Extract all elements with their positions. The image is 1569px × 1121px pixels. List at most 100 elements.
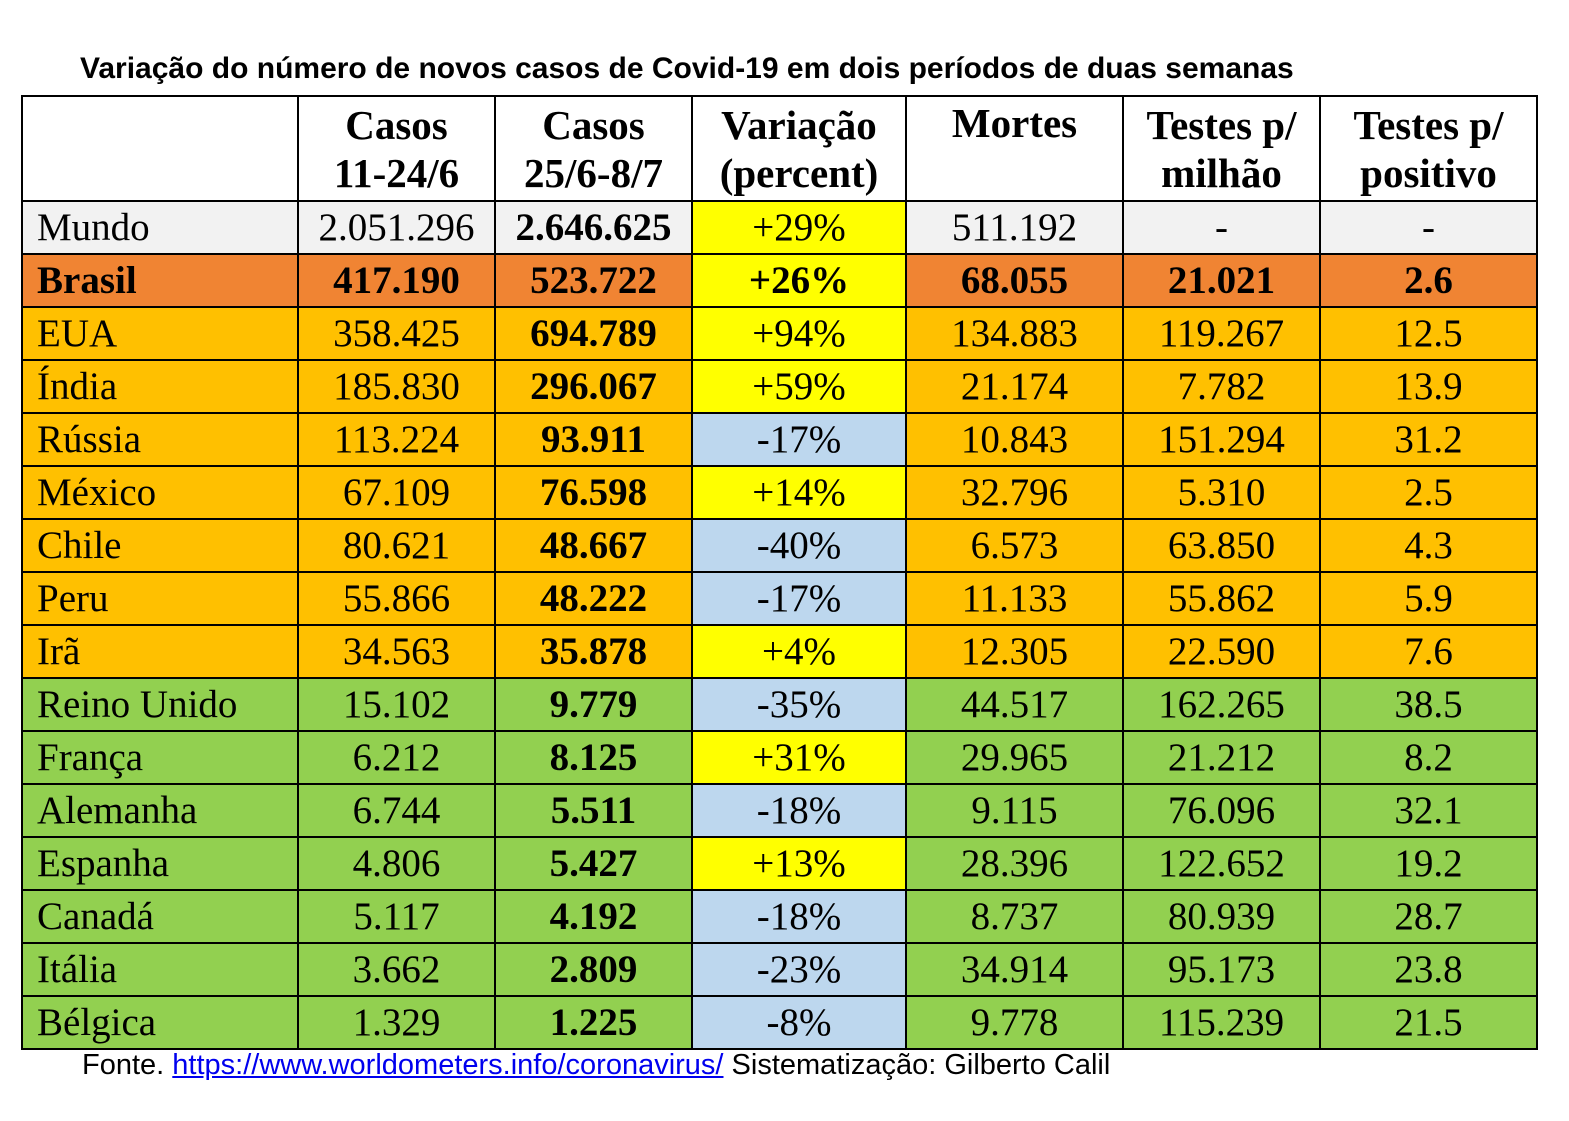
cell-cases-period-1: 185.830: [297, 359, 496, 414]
header-country: [21, 95, 299, 202]
cell-cases-period-1: 1.329: [297, 995, 496, 1050]
cell-deaths: 28.396: [905, 836, 1124, 891]
cell-variation: +4%: [691, 624, 907, 679]
cell-tests-per-positive: 2.5: [1319, 465, 1538, 520]
cell-deaths: 44.517: [905, 677, 1124, 732]
header-variation: Variação (percent): [691, 95, 907, 202]
cell-country: Espanha: [21, 836, 299, 891]
cell-cases-period-2: 2.809: [494, 942, 693, 997]
cell-variation: +26%: [691, 253, 907, 308]
table-row: Mundo 2.051.296 2.646.625 +29% 511.192- -: [21, 200, 1538, 255]
cell-cases-period-2: 296.067: [494, 359, 693, 414]
cell-deaths: 21.174: [905, 359, 1124, 414]
cell-variation: +29%: [691, 200, 907, 255]
cell-deaths: 8.737: [905, 889, 1124, 944]
cell-cases-period-1: 3.662: [297, 942, 496, 997]
cell-country: Peru: [21, 571, 299, 626]
cell-tests-per-positive: 4.3: [1319, 518, 1538, 573]
cell-cases-period-1: 4.806: [297, 836, 496, 891]
cell-tests-per-million: 5.310: [1122, 465, 1321, 520]
cell-variation: -18%: [691, 783, 907, 838]
cell-deaths: 68.055: [905, 253, 1124, 308]
table-row: Bélgica 1.329 1.225 -8% 9.778 115.239 21.5: [21, 995, 1538, 1050]
cell-country: Brasil: [21, 253, 299, 308]
cell-cases-period-1: 358.425: [297, 306, 496, 361]
cell-country: EUA: [21, 306, 299, 361]
cell-tests-per-positive: 32.1: [1319, 783, 1538, 838]
table-row: Peru 55.866 48.222 -17% 11.133 55.862 5.9: [21, 571, 1538, 626]
cell-tests-per-million: -: [1122, 200, 1321, 255]
cell-tests-per-positive: 28.7: [1319, 889, 1538, 944]
cell-deaths: 32.796: [905, 465, 1124, 520]
cell-tests-per-million: 151.294: [1122, 412, 1321, 467]
cell-tests-per-million: 162.265: [1122, 677, 1321, 732]
table-row: Reino Unido 15.102 9.779 -35% 44.517 162.265 3…: [21, 677, 1538, 732]
cell-cases-period-2: 5.427: [494, 836, 693, 891]
cell-deaths: 6.573: [905, 518, 1124, 573]
cell-tests-per-million: 22.590: [1122, 624, 1321, 679]
cell-tests-per-million: 80.939: [1122, 889, 1321, 944]
table-row: Chile 80.621 48.667 -40% 6.573 63.850 4.3: [21, 518, 1538, 573]
cell-variation: -35%: [691, 677, 907, 732]
cell-deaths: 511.192: [905, 200, 1124, 255]
cell-tests-per-million: 63.850: [1122, 518, 1321, 573]
cell-variation: -40%: [691, 518, 907, 573]
cell-cases-period-1: 2.051.296: [297, 200, 496, 255]
cell-cases-period-2: 1.225: [494, 995, 693, 1050]
source-link[interactable]: https://www.worldometers.info/coronaviru…: [172, 1049, 724, 1081]
cell-cases-period-1: 55.866: [297, 571, 496, 626]
cell-cases-period-2: 48.222: [494, 571, 693, 626]
cell-tests-per-million: 76.096: [1122, 783, 1321, 838]
header-tests-per-positive: Testes p/positivo: [1319, 95, 1538, 202]
cell-cases-period-2: 9.779: [494, 677, 693, 732]
table-body: Mundo 2.051.296 2.646.625 +29% 511.192- - Bras…: [21, 200, 1538, 1050]
cell-tests-per-million: 7.782: [1122, 359, 1321, 414]
cell-deaths: 29.965: [905, 730, 1124, 785]
cell-country: Canadá: [21, 889, 299, 944]
cell-tests-per-positive: 12.5: [1319, 306, 1538, 361]
header-deaths: Mortes: [905, 95, 1124, 202]
cell-tests-per-million: 119.267: [1122, 306, 1321, 361]
header-cases-period-1: Casos 11-24/6: [297, 95, 496, 202]
table-row: Irã 34.563 35.878 +4% 12.305 22.590 7.6: [21, 624, 1538, 679]
header-tests-per-million: Testes p/milhão: [1122, 95, 1321, 202]
table-row: México 67.109 76.598 +14% 32.796 5.310 2.5: [21, 465, 1538, 520]
cell-cases-period-2: 5.511: [494, 783, 693, 838]
cell-cases-period-2: 523.722: [494, 253, 693, 308]
cell-cases-period-2: 76.598: [494, 465, 693, 520]
cell-cases-period-2: 93.911: [494, 412, 693, 467]
table-row: Brasil 417.190 523.722 +26% 68.055 21.021 2.6: [21, 253, 1538, 308]
cell-cases-period-2: 35.878: [494, 624, 693, 679]
cell-cases-period-2: 694.789: [494, 306, 693, 361]
cell-tests-per-million: 55.862: [1122, 571, 1321, 626]
cell-tests-per-million: 21.021: [1122, 253, 1321, 308]
cell-cases-period-1: 113.224: [297, 412, 496, 467]
cell-tests-per-positive: 19.2: [1319, 836, 1538, 891]
cell-variation: +59%: [691, 359, 907, 414]
cell-variation: -18%: [691, 889, 907, 944]
cell-cases-period-2: 48.667: [494, 518, 693, 573]
cell-country: França: [21, 730, 299, 785]
cell-cases-period-1: 417.190: [297, 253, 496, 308]
cell-cases-period-1: 34.563: [297, 624, 496, 679]
cell-tests-per-million: 21.212: [1122, 730, 1321, 785]
cell-country: Chile: [21, 518, 299, 573]
cell-cases-period-1: 67.109: [297, 465, 496, 520]
table-row: Canadá 5.117 4.192 -18% 8.737 80.939 28.7: [21, 889, 1538, 944]
cell-cases-period-1: 15.102: [297, 677, 496, 732]
cell-tests-per-positive: 7.6: [1319, 624, 1538, 679]
cell-cases-period-1: 80.621: [297, 518, 496, 573]
cell-country: Índia: [21, 359, 299, 414]
table-row: Espanha 4.806 5.427 +13% 28.396 122.652 19.2: [21, 836, 1538, 891]
cell-country: Irã: [21, 624, 299, 679]
cell-variation: +14%: [691, 465, 907, 520]
cell-deaths: 12.305: [905, 624, 1124, 679]
cell-deaths: 34.914: [905, 942, 1124, 997]
cell-tests-per-million: 115.239: [1122, 995, 1321, 1050]
cell-country: Reino Unido: [21, 677, 299, 732]
cell-tests-per-positive: -: [1319, 200, 1538, 255]
cell-variation: +13%: [691, 836, 907, 891]
table-row: França 6.212 8.125 +31% 29.965 21.212 8.2: [21, 730, 1538, 785]
covid-cases-table: Casos 11-24/6 Casos 25/6-8/7 Variação (perc…: [21, 95, 1538, 1050]
cell-tests-per-positive: 38.5: [1319, 677, 1538, 732]
